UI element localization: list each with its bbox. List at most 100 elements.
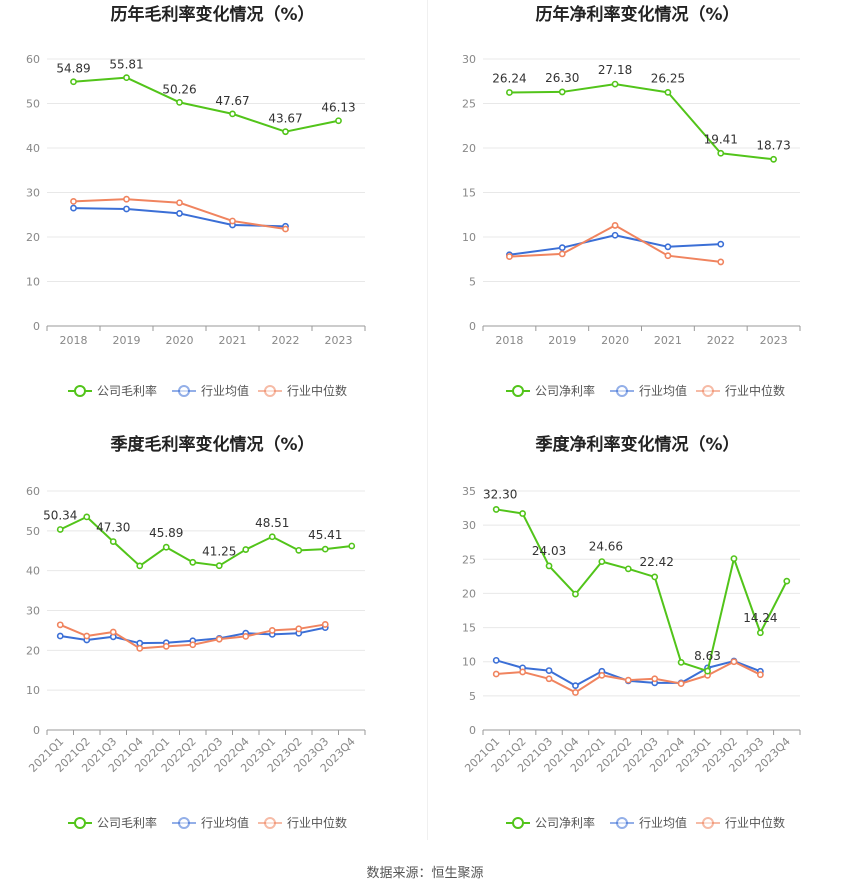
data-label: 54.89 [56, 62, 90, 76]
x-tick-label: 2022 [707, 334, 735, 347]
quarterly-net-margin-chart: 季度净利率变化情况（%） 0 5 10 15 20 25 30 35 2021Q1 2021Q2 20… [425, 430, 850, 850]
company-data-point [136, 562, 144, 570]
legend-marker-icon [264, 817, 276, 829]
y-tick-label: 20 [462, 142, 476, 155]
legend-label: 公司毛利率 [97, 383, 157, 398]
data-label: 46.13 [321, 101, 355, 115]
data-label: 18.73 [756, 138, 790, 152]
data-label: 24.03 [532, 544, 566, 558]
legend-label: 行业中位数 [287, 815, 347, 830]
industry_avg-data-point [611, 231, 619, 239]
legend-label: 公司毛利率 [97, 815, 157, 830]
chart-svg: 历年净利率变化情况（%） 0 5 10 15 20 25 30 2018 2019 2020 2021… [462, 4, 801, 398]
legend-marker-icon [264, 385, 276, 397]
data-label: 26.25 [651, 71, 685, 85]
industry_median-data-point [70, 197, 77, 205]
x-tick-label: 2021 [654, 334, 682, 347]
data-label: 45.41 [308, 528, 342, 542]
legend-marker-icon [74, 385, 86, 397]
company-data-point [348, 542, 356, 550]
company-data-point [519, 510, 527, 517]
panel-divider [427, 0, 428, 840]
company-data-point [229, 110, 236, 118]
industry_median-data-point [83, 632, 91, 640]
y-tick-label: 50 [26, 98, 40, 111]
y-tick-label: 35 [462, 485, 476, 498]
industry_avg-data-point [56, 632, 64, 640]
industry_median-data-point [664, 252, 672, 260]
x-tick-label: 2018 [60, 334, 88, 347]
x-tick-label: 2022 [272, 334, 300, 347]
industry_median-data-point [215, 635, 223, 643]
industry_median-data-point [242, 632, 250, 640]
annual-net-margin-chart: 历年净利率变化情况（%） 0 5 10 15 20 25 30 2018 2019 2020 2021… [425, 0, 850, 410]
y-tick-label: 20 [462, 587, 476, 600]
legend-marker-icon [512, 385, 524, 397]
x-tick-label: 2018 [495, 334, 523, 347]
company-data-point [545, 562, 553, 570]
company-data-point [492, 506, 500, 513]
company-data-point [56, 526, 64, 533]
chart-svg: 历年毛利率变化情况（%） 0 10 20 30 40 50 60 2018 2019 2020 202… [26, 4, 366, 398]
industry_avg-data-point [176, 210, 183, 217]
y-tick-label: 25 [462, 553, 476, 566]
y-tick-label: 40 [26, 142, 40, 155]
y-tick-label: 40 [26, 565, 40, 578]
legend-label: 行业中位数 [287, 383, 347, 398]
chart-title: 季度净利率变化情况（%） [535, 434, 739, 455]
y-tick-label: 60 [26, 485, 40, 498]
legend-marker-icon [178, 385, 190, 397]
data-label: 47.30 [96, 521, 130, 535]
legend-item: 行业中位数 [696, 815, 785, 830]
company-data-point [282, 128, 289, 136]
legend-item: 公司毛利率 [68, 815, 157, 830]
company-series-line [496, 508, 788, 673]
company-data-point [651, 573, 659, 581]
industry_median-data-point [545, 675, 553, 683]
x-tick-label: 2020 [601, 334, 629, 347]
data-label: 50.34 [43, 508, 77, 522]
industry_median-data-point [176, 199, 183, 207]
data-label: 8.63 [694, 649, 721, 663]
data-label: 55.81 [109, 58, 143, 72]
legend-item: 行业均值 [610, 383, 687, 398]
data-label: 41.25 [202, 545, 236, 559]
company-data-point [321, 545, 329, 553]
industry_median-data-point [717, 258, 725, 266]
data-label: 50.26 [162, 82, 196, 96]
legend-item: 行业中位数 [258, 383, 347, 398]
industry_median-series-line [509, 224, 721, 263]
company-data-point [295, 546, 303, 554]
industry_median-data-point [268, 627, 276, 634]
y-tick-label: 15 [462, 187, 476, 200]
y-tick-label: 10 [462, 231, 476, 244]
industry_median-data-point [730, 658, 738, 666]
industry_median-data-point [162, 642, 170, 650]
industry_median-data-point [492, 670, 500, 678]
company-data-point [730, 555, 738, 563]
y-tick-label: 60 [26, 53, 40, 66]
company-data-point [717, 149, 725, 157]
legend-marker-icon [616, 385, 628, 397]
legend-marker-icon [74, 817, 86, 829]
y-tick-label: 10 [26, 276, 40, 289]
industry_avg-data-point [492, 656, 500, 664]
y-tick-label: 20 [26, 231, 40, 244]
data-label: 22.42 [640, 555, 674, 569]
data-source-note: 数据来源：恒生聚源 [366, 866, 484, 881]
company-series-line [73, 76, 339, 133]
legend-marker-icon [702, 385, 714, 397]
industry_median-data-point [558, 250, 566, 258]
chart-svg: 季度毛利率变化情况（%）01020304050602021Q12021Q2202… [26, 434, 366, 830]
industry_avg-data-point [545, 667, 553, 674]
industry_avg-data-point [123, 205, 130, 213]
legend-label: 行业均值 [639, 383, 687, 398]
industry_median-data-point [677, 680, 685, 687]
data-label: 24.66 [589, 540, 623, 554]
legend-item: 行业均值 [610, 815, 687, 830]
y-tick-label: 0 [469, 724, 476, 737]
legend-item: 行业均值 [172, 815, 249, 830]
x-tick-label: 2020 [166, 334, 194, 347]
company-data-point [598, 558, 606, 566]
company-data-point [572, 590, 579, 598]
